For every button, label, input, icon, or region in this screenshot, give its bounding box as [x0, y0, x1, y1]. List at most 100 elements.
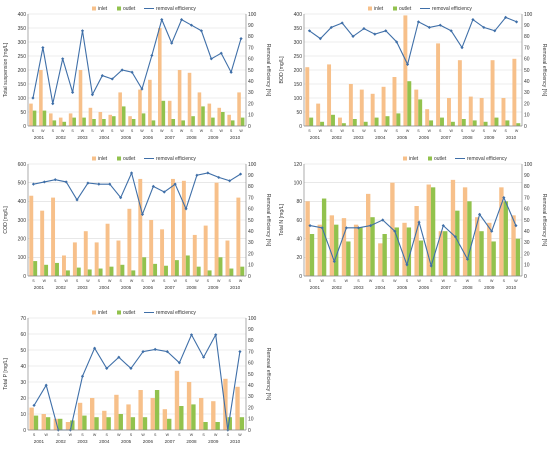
y2-axis-title: Removal efficiency [%]	[541, 194, 547, 247]
outlet-bar	[358, 227, 363, 276]
season-tick-label: S	[119, 279, 122, 283]
y-tick-label: 40	[296, 236, 302, 242]
inlet-bar	[501, 98, 506, 126]
season-tick-label: W	[61, 129, 65, 133]
y-tick-label: 50	[20, 110, 26, 116]
year-tick-label: 2006	[419, 285, 430, 290]
outlet-bar	[70, 420, 75, 430]
season-tick-label: S	[178, 433, 181, 437]
y2-tick-label: 70	[248, 45, 254, 51]
y-tick-label: 50	[20, 348, 26, 354]
outlet-bar	[503, 201, 508, 276]
inlet-bar	[29, 195, 34, 276]
outlet-bar	[142, 257, 147, 276]
removal-efficiency-point	[179, 18, 184, 22]
outlet-bar	[230, 120, 235, 126]
chart-panel-total-suspension: 0 50 100 150 200 250 300 350 400 0 10 20 30 40 50 60 70 8…	[2, 2, 272, 148]
season-tick-label: W	[152, 279, 156, 283]
y2-tick-label: 100	[248, 316, 257, 322]
year-tick-label: 2007	[165, 439, 176, 444]
chart-panel-cod: 0 100 200 300 400 500 600 0 10 20 30 40 50 60 70 80 90 10…	[2, 152, 272, 298]
season-tick-label: S	[333, 279, 336, 283]
removal-efficiency-point	[61, 57, 65, 61]
inlet-bar	[127, 208, 132, 276]
removal-efficiency-point	[31, 182, 36, 186]
chart-svg: 0 50 100 150 200 250 300 350 400 0 10 20 30 40 50 60 70 8…	[3, 6, 271, 140]
inlet-bar	[236, 197, 241, 276]
outlet-bar	[72, 117, 76, 126]
inlet-bar	[58, 117, 63, 126]
outlet-bar	[363, 121, 368, 126]
y-tick-label: 350	[294, 26, 303, 32]
y2-tick-label: 20	[248, 101, 254, 107]
year-tick-label: 2009	[208, 135, 219, 140]
season-tick-label: W	[406, 129, 410, 133]
outlet-bar	[406, 227, 412, 276]
year-tick-label: 2004	[99, 285, 110, 290]
y2-tick-label: 70	[524, 195, 530, 201]
y-tick-label: 60	[296, 218, 302, 224]
inlet-bar	[68, 113, 73, 126]
outlet-bar	[483, 121, 488, 126]
outlet-bar	[221, 112, 225, 126]
outlet-bar	[491, 241, 496, 276]
y2-tick-label: 30	[248, 240, 254, 246]
legend: inlet outlet removal efficiency	[92, 6, 196, 12]
outlet-bar	[385, 116, 390, 126]
outlet-bar	[102, 119, 106, 126]
season-tick-label: W	[217, 279, 221, 283]
removal-efficiency-point	[206, 171, 210, 175]
y-tick-label: 300	[18, 218, 27, 224]
removal-efficiency-point	[490, 229, 494, 233]
y2-tick-label: 60	[248, 207, 254, 213]
removal-efficiency-point	[356, 226, 361, 230]
outlet-bar	[331, 114, 335, 126]
y2-tick-label: 20	[524, 101, 530, 107]
inlet-bar	[49, 113, 53, 126]
inlet-bar	[102, 410, 107, 430]
inlet-bar	[167, 100, 172, 126]
season-tick-label: S	[207, 279, 210, 283]
season-tick-label: S	[163, 279, 166, 283]
chart-panel-bod: 0 50 100 150 200 250 300 350 400 0 10 20 30 40 50 60 70 8…	[278, 2, 548, 148]
season-tick-label: W	[166, 433, 170, 437]
inlet-bar	[438, 231, 444, 276]
outlet-bar	[418, 240, 424, 276]
chart-svg: 0 50 100 150 200 250 300 350 400 0 10 20 30 40 50 60 70 8…	[279, 6, 547, 140]
y2-tick-label: 50	[248, 372, 254, 378]
outlet-bar	[472, 120, 477, 126]
season-tick-label: S	[382, 279, 385, 283]
removal-efficiency-point	[51, 102, 55, 106]
y2-tick-label: 50	[524, 68, 530, 74]
season-tick-label: S	[228, 279, 231, 283]
year-tick-label: 2004	[375, 285, 386, 290]
season-tick-label: S	[98, 279, 101, 283]
season-tick-label: S	[52, 129, 55, 133]
inlet-bar	[457, 60, 462, 127]
inlet-bar	[450, 179, 456, 276]
year-tick-label: 2008	[186, 285, 197, 290]
removal-efficiency-point	[184, 207, 188, 211]
y-tick-label: 100	[294, 96, 303, 102]
year-tick-label: 2001	[34, 285, 45, 290]
season-tick-label: S	[439, 129, 442, 133]
inlet-bar	[462, 187, 468, 276]
inlet-bar	[512, 58, 517, 126]
y2-tick-label: 60	[524, 57, 530, 63]
outlet-bar	[131, 119, 136, 126]
inlet-bar	[403, 15, 408, 126]
outlet-bar	[396, 113, 401, 126]
year-tick-label: 2010	[230, 135, 241, 140]
inlet-bar	[214, 182, 219, 276]
inlet-bar	[317, 224, 322, 276]
season-tick-label: W	[319, 129, 323, 133]
removal-efficiency-point	[209, 57, 213, 61]
season-tick-label: W	[69, 433, 73, 437]
y-tick-label: 200	[18, 68, 27, 74]
outlet-bar	[191, 404, 196, 430]
inlet-bar	[41, 414, 46, 430]
outlet-bar	[55, 262, 59, 276]
y-tick-label: 20	[296, 255, 302, 261]
outlet-bar	[42, 110, 47, 126]
legend: inlet outlet removal efficiency	[403, 156, 507, 162]
